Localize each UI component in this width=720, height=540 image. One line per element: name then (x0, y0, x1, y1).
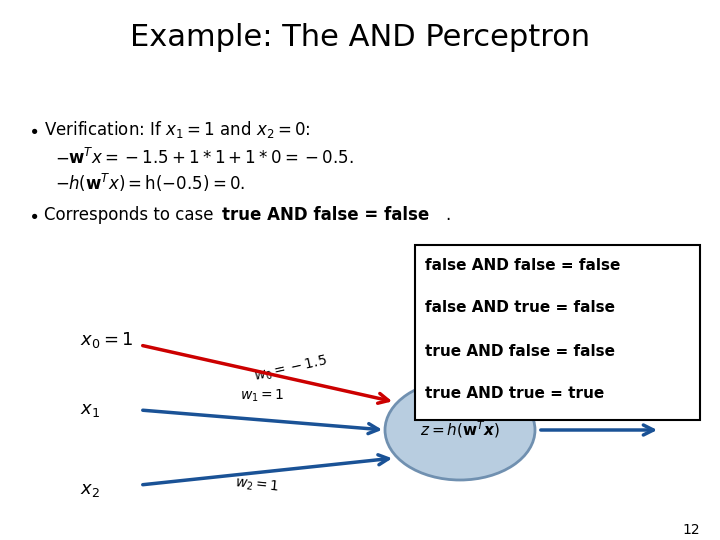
Text: $\bullet$: $\bullet$ (28, 206, 38, 224)
Text: $z = h(\mathbf{w}^T\boldsymbol{x})$: $z = h(\mathbf{w}^T\boldsymbol{x})$ (420, 420, 500, 440)
Text: true AND false = false: true AND false = false (222, 206, 429, 224)
Text: $\mathbf{w}^T x = -1.5 + 1 * 1 + 1 * 0 = -0.5.$: $\mathbf{w}^T x = -1.5 + 1 * 1 + 1 * 0 =… (68, 148, 354, 168)
Text: true AND true = true: true AND true = true (425, 387, 604, 402)
Text: .: . (445, 206, 450, 224)
Text: $w_0 = -1.5$: $w_0 = -1.5$ (252, 352, 329, 384)
Text: $-$: $-$ (55, 149, 69, 167)
Text: $w_2 = 1$: $w_2 = 1$ (235, 475, 281, 496)
Text: $w_1 = 1$: $w_1 = 1$ (240, 388, 285, 404)
Text: true AND false = false: true AND false = false (425, 343, 615, 359)
Text: Verification: If $x_1 = 1$ and $x_2 = 0$:: Verification: If $x_1 = 1$ and $x_2 = 0$… (44, 119, 310, 140)
Text: $x_2$: $x_2$ (80, 481, 100, 499)
Text: 12: 12 (683, 523, 700, 537)
Text: $h(\mathbf{w}^T x) = \mathrm{h}(-0.5) = 0.$: $h(\mathbf{w}^T x) = \mathrm{h}(-0.5) = … (68, 172, 246, 194)
Text: Output: $z$: Output: $z$ (545, 397, 625, 418)
Text: $x_0 = 1$: $x_0 = 1$ (80, 330, 133, 350)
Text: $x_1$: $x_1$ (80, 401, 100, 419)
Ellipse shape (385, 380, 535, 480)
Text: $-$: $-$ (55, 174, 69, 192)
Bar (415, 245, 700, 420)
Text: false AND false = false: false AND false = false (425, 258, 621, 273)
Text: false AND true = false: false AND true = false (425, 300, 615, 315)
Text: Example: The AND Perceptron: Example: The AND Perceptron (130, 24, 590, 52)
Text: Corresponds to case: Corresponds to case (44, 206, 219, 224)
Text: $\bullet$: $\bullet$ (28, 121, 38, 139)
